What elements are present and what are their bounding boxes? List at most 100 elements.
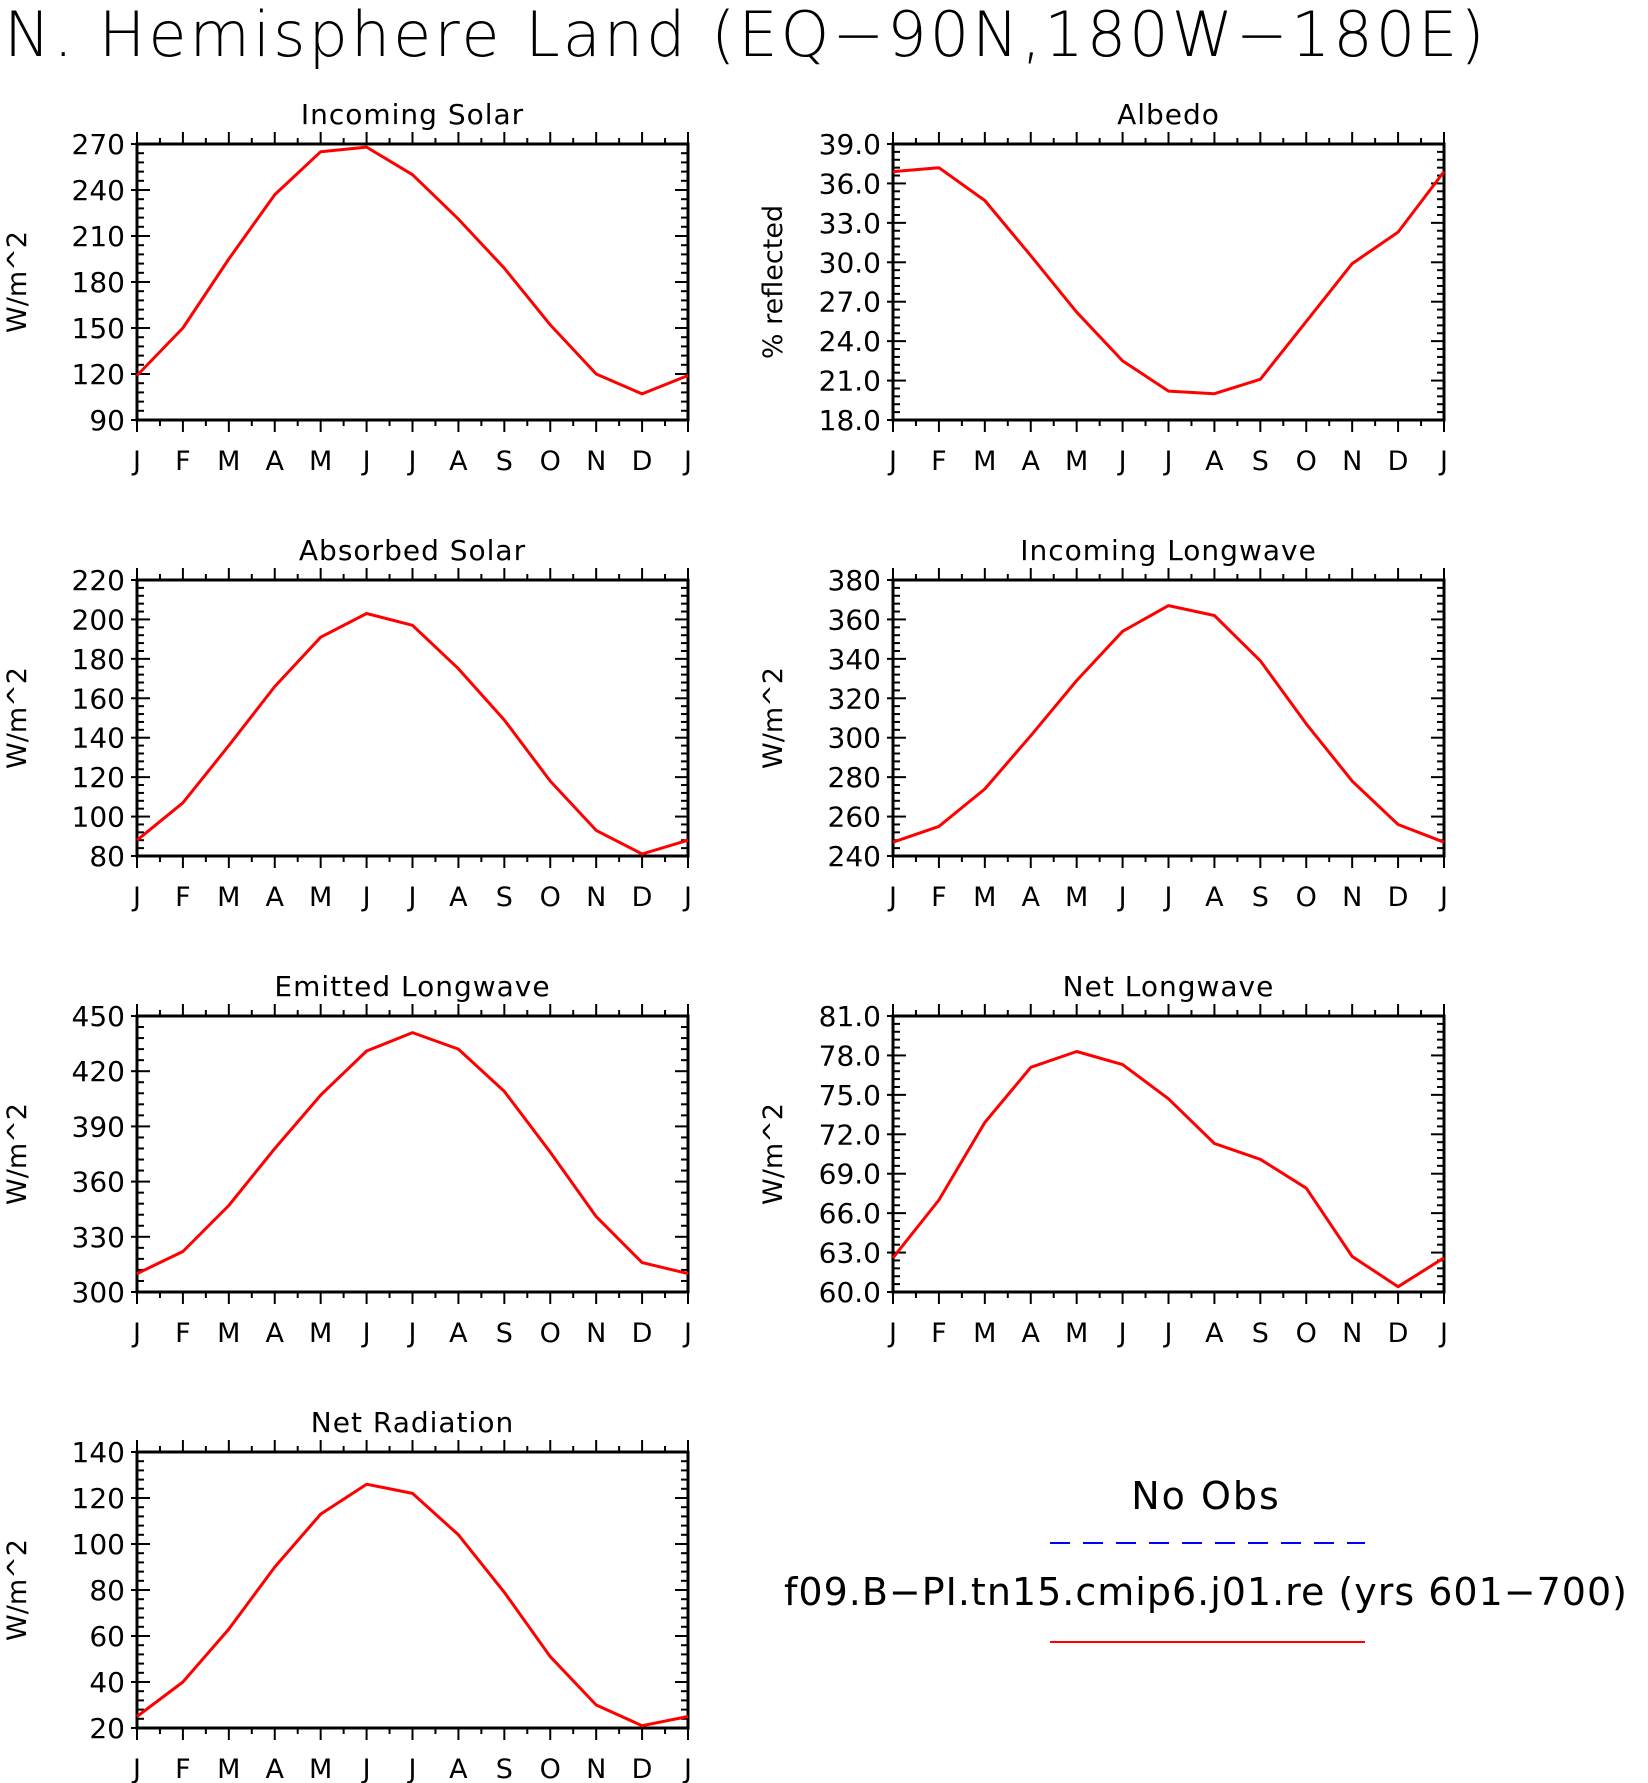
x-tick-label: M xyxy=(973,882,996,913)
y-tick-label: 20 xyxy=(89,1712,125,1745)
x-tick-label: J xyxy=(361,1754,371,1783)
y-ticks xyxy=(131,579,688,857)
y-tick-label: 340 xyxy=(828,643,881,676)
x-ticks xyxy=(892,568,1445,868)
y-ticks xyxy=(131,1015,688,1293)
x-tick-label: J xyxy=(1163,446,1173,477)
chart-net-longwave: J F M A M J J A S O N D J60.063.066.069.072.075.078.… xyxy=(758,970,1448,1349)
y-tick-label: 120 xyxy=(72,358,125,391)
x-tick-label: M xyxy=(309,1318,332,1349)
x-tick-label: A xyxy=(266,882,285,913)
y-tick-label: 450 xyxy=(72,1000,125,1033)
panel-title: Emitted Longwave xyxy=(274,970,550,1003)
x-tick-label: J xyxy=(407,882,417,913)
x-tick-label: J xyxy=(1438,882,1448,913)
legend-case-label: f09.B−PI.tn15.cmip6.j01.re (yrs 601−700) xyxy=(784,1570,1628,1614)
x-tick-label: D xyxy=(632,1754,653,1783)
y-tick-label: 240 xyxy=(828,840,881,873)
x-tick-label: M xyxy=(309,1754,332,1783)
chart-absorbed-solar: J F M A M J J A S O N D J80100120140160180200220W/m^… xyxy=(2,534,692,913)
legend-obs-label: No Obs xyxy=(1131,1474,1281,1518)
x-tick-label: J xyxy=(682,1318,692,1349)
y-tick-label: 300 xyxy=(72,1276,125,1309)
x-tick-label: M xyxy=(1065,882,1088,913)
x-tick-label: D xyxy=(1388,882,1409,913)
y-tick-label: 300 xyxy=(828,722,881,755)
x-tick-label: N xyxy=(1342,446,1362,477)
y-tick-label: 24.0 xyxy=(819,325,881,358)
x-tick-label: A xyxy=(1205,1318,1224,1349)
x-tick-label: A xyxy=(1022,1318,1041,1349)
x-tick-label: N xyxy=(1342,882,1362,913)
x-tick-label: A xyxy=(449,446,468,477)
x-tick-label: F xyxy=(931,446,947,477)
y-ticks xyxy=(131,143,688,421)
y-tick-label: 39.0 xyxy=(819,128,881,161)
x-tick-label: A xyxy=(449,882,468,913)
y-tick-label: 360 xyxy=(828,603,881,636)
x-tick-label: D xyxy=(1388,1318,1409,1349)
y-axis-label: % reflected xyxy=(758,205,789,359)
y-tick-label: 280 xyxy=(828,761,881,794)
x-tick-label: M xyxy=(217,882,240,913)
x-tick-label: S xyxy=(1252,446,1269,477)
y-tick-label: 18.0 xyxy=(819,404,881,437)
x-tick-label: J xyxy=(682,1754,692,1783)
x-tick-label: A xyxy=(1022,882,1041,913)
y-tick-label: 100 xyxy=(72,1528,125,1561)
y-ticks xyxy=(887,143,1444,421)
x-tick-label: J xyxy=(1438,1318,1448,1349)
x-tick-label: S xyxy=(496,882,513,913)
x-tick-label: F xyxy=(931,882,947,913)
x-tick-label: A xyxy=(266,446,285,477)
panel-title: Net Longwave xyxy=(1063,970,1275,1003)
x-tick-label: D xyxy=(632,446,653,477)
x-tick-label: S xyxy=(496,1318,513,1349)
x-tick-label: J xyxy=(361,882,371,913)
x-ticks xyxy=(136,1440,689,1740)
y-tick-label: 27.0 xyxy=(819,286,881,319)
x-tick-label: F xyxy=(175,446,191,477)
x-tick-label: J xyxy=(407,1318,417,1349)
y-tick-label: 78.0 xyxy=(819,1039,881,1072)
y-tick-label: 81.0 xyxy=(819,1000,881,1033)
x-ticks xyxy=(136,1004,689,1304)
x-tick-label: S xyxy=(496,446,513,477)
y-tick-label: 180 xyxy=(72,266,125,299)
y-tick-label: 320 xyxy=(828,682,881,715)
x-tick-label: J xyxy=(361,446,371,477)
x-tick-label: J xyxy=(131,882,141,913)
y-ticks xyxy=(131,1451,688,1729)
x-tick-label: O xyxy=(540,446,561,477)
x-tick-label: J xyxy=(1163,882,1173,913)
y-tick-label: 33.0 xyxy=(819,207,881,240)
y-tick-label: 66.0 xyxy=(819,1197,881,1230)
x-tick-label: J xyxy=(887,1318,897,1349)
y-tick-label: 90 xyxy=(89,404,125,437)
x-tick-label: M xyxy=(973,446,996,477)
y-axis-label: W/m^2 xyxy=(758,1103,789,1205)
y-tick-label: 260 xyxy=(828,801,881,834)
x-tick-label: N xyxy=(586,446,606,477)
x-tick-label: J xyxy=(131,1754,141,1783)
y-ticks xyxy=(887,1015,1444,1293)
y-tick-label: 200 xyxy=(72,603,125,636)
x-tick-label: M xyxy=(309,446,332,477)
x-tick-label: J xyxy=(1117,882,1127,913)
x-tick-label: F xyxy=(175,1318,191,1349)
x-ticks xyxy=(136,132,689,432)
y-tick-label: 36.0 xyxy=(819,167,881,200)
x-tick-label: J xyxy=(1163,1318,1173,1349)
y-tick-label: 40 xyxy=(89,1666,125,1699)
y-axis-label: W/m^2 xyxy=(2,667,33,769)
x-tick-label: J xyxy=(1117,446,1127,477)
y-tick-label: 80 xyxy=(89,840,125,873)
x-tick-label: M xyxy=(309,882,332,913)
y-tick-label: 30.0 xyxy=(819,246,881,279)
x-tick-label: M xyxy=(973,1318,996,1349)
x-tick-label: A xyxy=(449,1754,468,1783)
x-tick-label: D xyxy=(1388,446,1409,477)
x-tick-label: F xyxy=(175,882,191,913)
